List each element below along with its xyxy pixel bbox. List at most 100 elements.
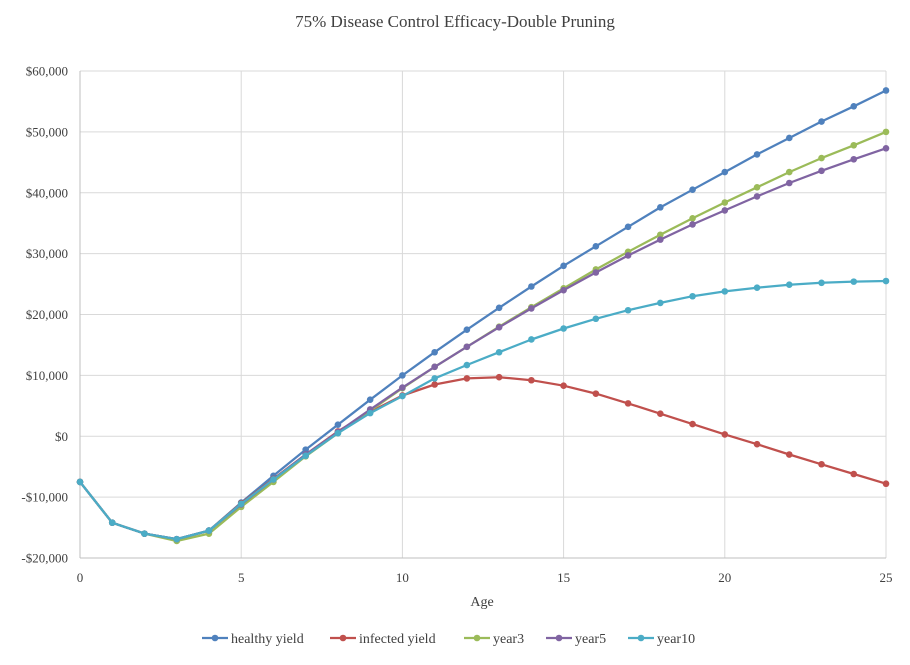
- data-point: [850, 141, 858, 149]
- data-point: [785, 281, 793, 288]
- data-point: [657, 231, 664, 239]
- data-point: [495, 373, 503, 381]
- data-point: [753, 193, 761, 200]
- data-point: [689, 186, 696, 194]
- data-point: [882, 128, 890, 136]
- data-point: [302, 446, 309, 453]
- y-tick-label: $50,000: [26, 124, 68, 139]
- data-point: [399, 384, 406, 391]
- y-tick-label: $20,000: [26, 307, 68, 322]
- data-point: [431, 348, 438, 356]
- legend-label: infected yield: [359, 632, 436, 647]
- data-point: [624, 252, 632, 259]
- legend-item: healthy yield: [202, 632, 304, 647]
- data-point: [528, 305, 535, 312]
- data-point: [721, 199, 729, 206]
- data-point: [463, 361, 471, 369]
- data-point: [495, 348, 503, 356]
- data-point: [560, 262, 567, 270]
- legend-label: year5: [575, 632, 606, 647]
- data-point: [624, 223, 632, 231]
- data-point: [657, 299, 664, 307]
- data-point: [463, 326, 471, 334]
- legend-swatch-marker: [339, 634, 347, 642]
- data-point: [495, 323, 503, 331]
- gridlines: [79, 70, 887, 559]
- data-point: [689, 221, 696, 228]
- data-point: [882, 277, 890, 285]
- data-point: [560, 286, 567, 294]
- data-point: [270, 476, 277, 483]
- data-point: [108, 519, 116, 526]
- y-tick-label: $40,000: [26, 185, 68, 200]
- x-tick-label: 15: [557, 570, 570, 585]
- data-point: [721, 168, 729, 176]
- data-point: [850, 278, 858, 285]
- data-point: [173, 535, 181, 543]
- data-point: [785, 451, 793, 458]
- data-point: [785, 134, 793, 142]
- y-tick-label: $60,000: [26, 64, 68, 79]
- y-tick-label: $10,000: [26, 368, 68, 383]
- legend-swatch-marker: [211, 634, 219, 642]
- data-point: [528, 376, 535, 384]
- data-point: [818, 154, 825, 162]
- data-point: [592, 390, 600, 397]
- data-point: [882, 145, 890, 152]
- x-tick-label: 10: [396, 570, 409, 585]
- data-point: [785, 179, 793, 187]
- data-point: [882, 87, 890, 94]
- x-axis-label: Age: [470, 595, 493, 610]
- legend-item: year5: [546, 632, 606, 647]
- data-point: [205, 527, 213, 534]
- data-point: [753, 440, 761, 448]
- data-point: [366, 396, 374, 404]
- series-line: [79, 279, 887, 541]
- data-point: [592, 269, 600, 276]
- data-point: [528, 283, 535, 290]
- data-point: [818, 118, 825, 125]
- data-point: [624, 306, 632, 314]
- data-point: [528, 336, 535, 343]
- data-point: [850, 103, 858, 110]
- data-point: [399, 392, 406, 400]
- x-tick-label: 5: [238, 570, 245, 585]
- data-point: [302, 452, 309, 460]
- data-point: [721, 431, 729, 438]
- legend-item: infected yield: [330, 632, 436, 647]
- series-lines: [76, 87, 890, 545]
- data-point: [657, 410, 664, 418]
- data-point: [560, 325, 567, 332]
- data-point: [431, 381, 438, 388]
- data-point: [366, 409, 374, 417]
- legend-label: healthy yield: [231, 632, 304, 647]
- data-point: [753, 183, 761, 191]
- data-point: [431, 363, 438, 371]
- data-point: [850, 470, 858, 478]
- y-tick-label: -$20,000: [21, 551, 68, 566]
- data-point: [657, 204, 664, 211]
- data-point: [463, 375, 471, 382]
- data-point: [334, 421, 342, 428]
- data-point: [334, 429, 342, 437]
- x-tick-label: 20: [718, 570, 731, 585]
- y-tick-label: $0: [55, 429, 68, 444]
- legend-item: year3: [464, 632, 524, 647]
- data-point: [721, 207, 729, 214]
- data-point: [689, 292, 696, 300]
- data-point: [431, 375, 438, 382]
- data-point: [592, 243, 600, 250]
- data-point: [463, 343, 471, 351]
- data-point: [657, 236, 664, 243]
- data-point: [76, 478, 84, 486]
- legend-label: year3: [493, 632, 524, 647]
- axes: -$20,000 -$10,000 $0 $10,000 $20,000 $30,000 $…: [21, 64, 892, 586]
- data-point: [560, 382, 567, 390]
- data-point: [850, 155, 858, 163]
- x-tick-label: 25: [880, 570, 893, 585]
- legend-item: year10: [628, 632, 695, 647]
- data-point: [785, 168, 793, 176]
- legend: healthy yield infected yield year3 year5 yea…: [202, 632, 695, 647]
